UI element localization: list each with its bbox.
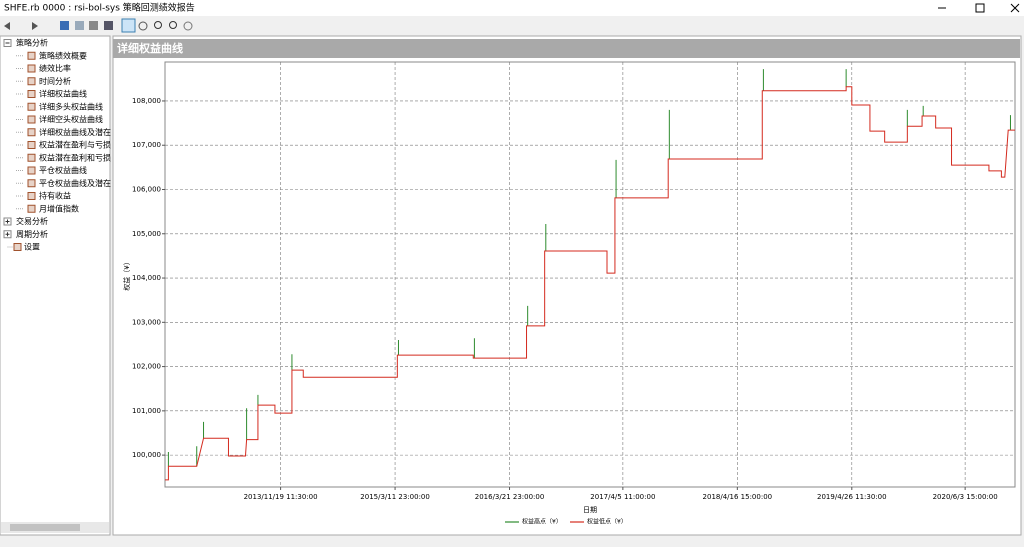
- tree-node[interactable]: 月增值指数: [39, 203, 79, 213]
- copy-button[interactable]: [75, 21, 84, 30]
- plot-area: [164, 61, 1016, 488]
- series-line: [165, 86, 1015, 481]
- x-tick-label: 2020/6/3 15:00:00: [933, 493, 998, 501]
- node-icon: [27, 179, 36, 188]
- y-tick-label: 103,000: [132, 318, 161, 326]
- y-tick-label: 101,000: [132, 407, 161, 415]
- node-icon: [27, 153, 36, 162]
- x-tick-label: 2016/3/21 23:00:00: [475, 493, 545, 501]
- window-title: SHFE.rb 0000 : rsi-bol-sys 策略回测绩效报告: [4, 2, 195, 14]
- tree-node[interactable]: 平仓权益曲线及潜在: [39, 178, 111, 188]
- tree-node[interactable]: 时间分析: [39, 76, 71, 86]
- tree-node[interactable]: 持有收益: [39, 191, 71, 201]
- export-button[interactable]: [104, 21, 113, 30]
- panel-header: [113, 39, 1020, 58]
- pointer-button[interactable]: [121, 18, 136, 33]
- node-icon: [27, 64, 36, 73]
- zoom-in-button[interactable]: [154, 21, 162, 29]
- tree-node[interactable]: 权益潜在盈利与亏损: [39, 140, 111, 150]
- node-icon: [27, 77, 36, 86]
- forward-button[interactable]: [32, 22, 38, 30]
- tree-node[interactable]: 策略分析: [16, 38, 48, 48]
- node-icon: [27, 204, 36, 213]
- close-button[interactable]: [1010, 3, 1020, 13]
- x-tick-label: 2013/11/19 11:30:00: [244, 493, 318, 501]
- tree-node[interactable]: 交易分析: [16, 216, 48, 226]
- tree-node[interactable]: 绩效比率: [39, 63, 71, 73]
- x-tick-label: 2019/4/26 11:30:00: [817, 493, 887, 501]
- tree-node[interactable]: 平仓权益曲线: [39, 165, 87, 175]
- series-line: [167, 69, 1011, 467]
- maximize-button[interactable]: [975, 3, 985, 13]
- title-bar: [0, 0, 1024, 16]
- tree-node[interactable]: 详细多头权益曲线: [39, 101, 103, 111]
- node-icon: [27, 166, 36, 175]
- tree-node[interactable]: 周期分析: [16, 229, 48, 239]
- x-tick-label: 2018/4/16 15:00:00: [703, 493, 773, 501]
- scrollbar-thumb[interactable]: [10, 524, 80, 531]
- node-icon: [27, 115, 36, 124]
- tree: 策略分析策略绩效概要绩效比率时间分析详细权益曲线详细多头权益曲线详细空头权益曲线…: [3, 38, 111, 252]
- y-axis-label: 权益（¥）: [122, 258, 131, 290]
- legend-label: 权益高点（¥）: [522, 518, 562, 526]
- tree-node[interactable]: 策略绩效概要: [39, 50, 87, 60]
- x-tick-label: 2015/3/11 23:00:00: [360, 493, 430, 501]
- zoom-out-button[interactable]: [169, 21, 177, 29]
- y-tick-label: 106,000: [132, 186, 161, 194]
- toolbar: [4, 18, 193, 33]
- node-icon: [27, 90, 36, 98]
- save-button[interactable]: [60, 21, 69, 30]
- back-button[interactable]: [4, 22, 10, 30]
- y-tick-label: 108,000: [132, 97, 161, 105]
- y-tick-label: 104,000: [132, 274, 161, 282]
- y-tick-label: 102,000: [132, 363, 161, 371]
- node-icon: [27, 102, 36, 111]
- x-tick-label: 2017/4/5 11:00:00: [590, 493, 655, 501]
- tree-node[interactable]: 详细权益曲线及潜在: [39, 127, 111, 137]
- print-button[interactable]: [89, 21, 98, 30]
- x-axis-label: 日期: [583, 506, 597, 514]
- pan-button[interactable]: [138, 21, 148, 31]
- node-icon: [27, 51, 36, 60]
- y-tick-label: 107,000: [132, 141, 161, 149]
- tree-node[interactable]: 权益潜在盈利和亏损: [39, 152, 111, 162]
- tree-node[interactable]: 设置: [24, 242, 40, 252]
- tree-node[interactable]: 详细空头权益曲线: [39, 114, 103, 124]
- panel-title: 详细权益曲线: [117, 41, 183, 55]
- legend-label: 权益低点（¥）: [587, 518, 627, 526]
- y-tick-label: 100,000: [132, 451, 161, 459]
- tree-node[interactable]: 详细权益曲线: [39, 89, 87, 99]
- node-icon: [27, 128, 36, 137]
- chart: 100,000 101,000 102,000 103,000 104,000 105,0…: [122, 61, 1016, 526]
- reset-button[interactable]: [183, 21, 193, 31]
- node-icon: [27, 141, 36, 149]
- node-icon: [13, 243, 22, 251]
- y-tick-label: 105,000: [132, 230, 161, 238]
- node-icon: [27, 192, 36, 200]
